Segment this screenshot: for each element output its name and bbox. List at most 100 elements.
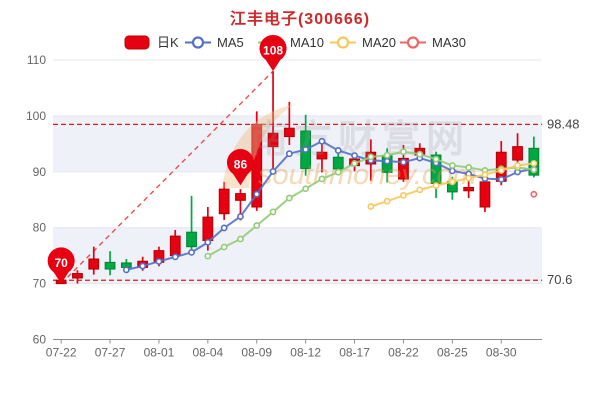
ma10-point [448, 162, 456, 169]
ma10-point [237, 235, 244, 243]
ma5-point [497, 176, 505, 183]
candle-body [398, 157, 409, 180]
ma5-point [302, 146, 310, 153]
ma5-point [400, 158, 407, 166]
candle-08-10[interactable] [267, 71, 279, 171]
ma10-point [204, 252, 212, 260]
ma20-point [416, 186, 424, 194]
candle-07-25[interactable] [72, 270, 83, 284]
candle-08-03[interactable] [186, 195, 197, 250]
ma20-point [481, 171, 489, 179]
ma5-point [155, 258, 163, 265]
ma5-point [253, 190, 261, 198]
marker-pin-shape [226, 148, 254, 186]
x-axis-label: 08-30 [486, 346, 517, 360]
candle-body [104, 261, 116, 270]
watermark-en-text: southmoney.com [258, 159, 477, 191]
candle-08-15[interactable] [316, 140, 328, 173]
ma20-point [497, 167, 505, 174]
candle-07-26[interactable] [88, 246, 100, 275]
y-axis-label: 100 [26, 109, 46, 123]
candle-08-11[interactable] [283, 101, 295, 145]
legend-line-icon-dot [336, 36, 350, 49]
ma5-line [122, 137, 538, 274]
ma10-point [367, 153, 375, 161]
ma5-point [383, 157, 391, 165]
candle-body [218, 188, 230, 215]
ma5-point [351, 152, 358, 159]
ma10-point [253, 222, 261, 229]
ma20-point [367, 203, 375, 210]
ma5-point [269, 168, 277, 175]
ma20-point [432, 182, 440, 189]
split-band [53, 115, 542, 172]
y-axis-label: 70 [33, 277, 47, 291]
ma5-point [204, 238, 212, 246]
x-axis-label: 08-09 [241, 346, 272, 360]
legend-line-icon-dot [406, 36, 420, 49]
ma5-point [139, 262, 147, 270]
candle-body [88, 258, 100, 270]
ma20-point [448, 178, 456, 186]
ma20-point [530, 159, 538, 167]
ma5-point [188, 249, 195, 256]
candle-body [512, 146, 523, 161]
candle-body [169, 235, 181, 257]
legend-label: MA5 [217, 35, 244, 50]
y-axis-label: 90 [33, 165, 47, 179]
legend-item-日k[interactable]: 日K [124, 35, 179, 50]
x-axis-label: 08-17 [339, 346, 370, 360]
ma10-point [383, 151, 391, 159]
candle-body [463, 186, 475, 192]
ma10-point [351, 160, 358, 167]
candle-body [267, 132, 279, 148]
split-band [53, 227, 542, 284]
legend-line-icon-dot [191, 36, 205, 49]
ma5-point [448, 167, 456, 175]
ma20-point [400, 191, 407, 199]
ma10-point [400, 148, 407, 156]
ma20-line [367, 159, 538, 210]
marker-pin-70: 70 [47, 247, 75, 284]
ma10-point [269, 208, 277, 216]
candle-body [202, 216, 214, 242]
ma10-point [302, 185, 310, 193]
ma5-point [220, 224, 228, 232]
ma10-point [465, 164, 473, 171]
marker-pin-shape [47, 247, 75, 284]
marker-pin-label: 70 [54, 256, 68, 270]
candle-08-05[interactable] [218, 181, 230, 220]
legend-label: 日K [157, 35, 179, 50]
candle-body [316, 151, 328, 160]
ma10-point [285, 194, 293, 202]
legend-label: MA20 [362, 35, 396, 50]
legend-label: MA30 [432, 35, 466, 50]
ma30-point [530, 190, 538, 198]
marker-pin-label: 108 [263, 44, 283, 58]
legend-item-ma30[interactable]: MA30 [400, 35, 466, 50]
x-axis-label: 07-27 [95, 346, 126, 360]
y-axis-label: 80 [33, 221, 47, 235]
legend-item-ma5[interactable]: MA5 [185, 35, 244, 50]
legend-item-ma20[interactable]: MA20 [330, 35, 396, 50]
ma5-point [237, 213, 244, 220]
candle-body [72, 273, 83, 279]
ma10-point [318, 175, 326, 183]
legend-candlestick-icon [124, 35, 150, 50]
ma10-point [220, 243, 228, 251]
marker-pin-86: 86 [226, 148, 254, 186]
ma10-point [432, 155, 440, 163]
y-axis-label: 110 [27, 53, 46, 67]
candle-body [186, 231, 197, 248]
candle-body [283, 127, 295, 138]
reference-line-label-1: 70.6 [547, 272, 572, 287]
watermark-cn-text: 南方财富网 [250, 118, 470, 161]
marker-pin-108: 108 [259, 34, 287, 72]
legend-label: MA10 [290, 35, 324, 50]
candle-07-27[interactable] [104, 251, 116, 276]
x-axis-label: 07-22 [46, 346, 77, 360]
ma20-point [514, 162, 521, 169]
candle-body [235, 193, 246, 201]
